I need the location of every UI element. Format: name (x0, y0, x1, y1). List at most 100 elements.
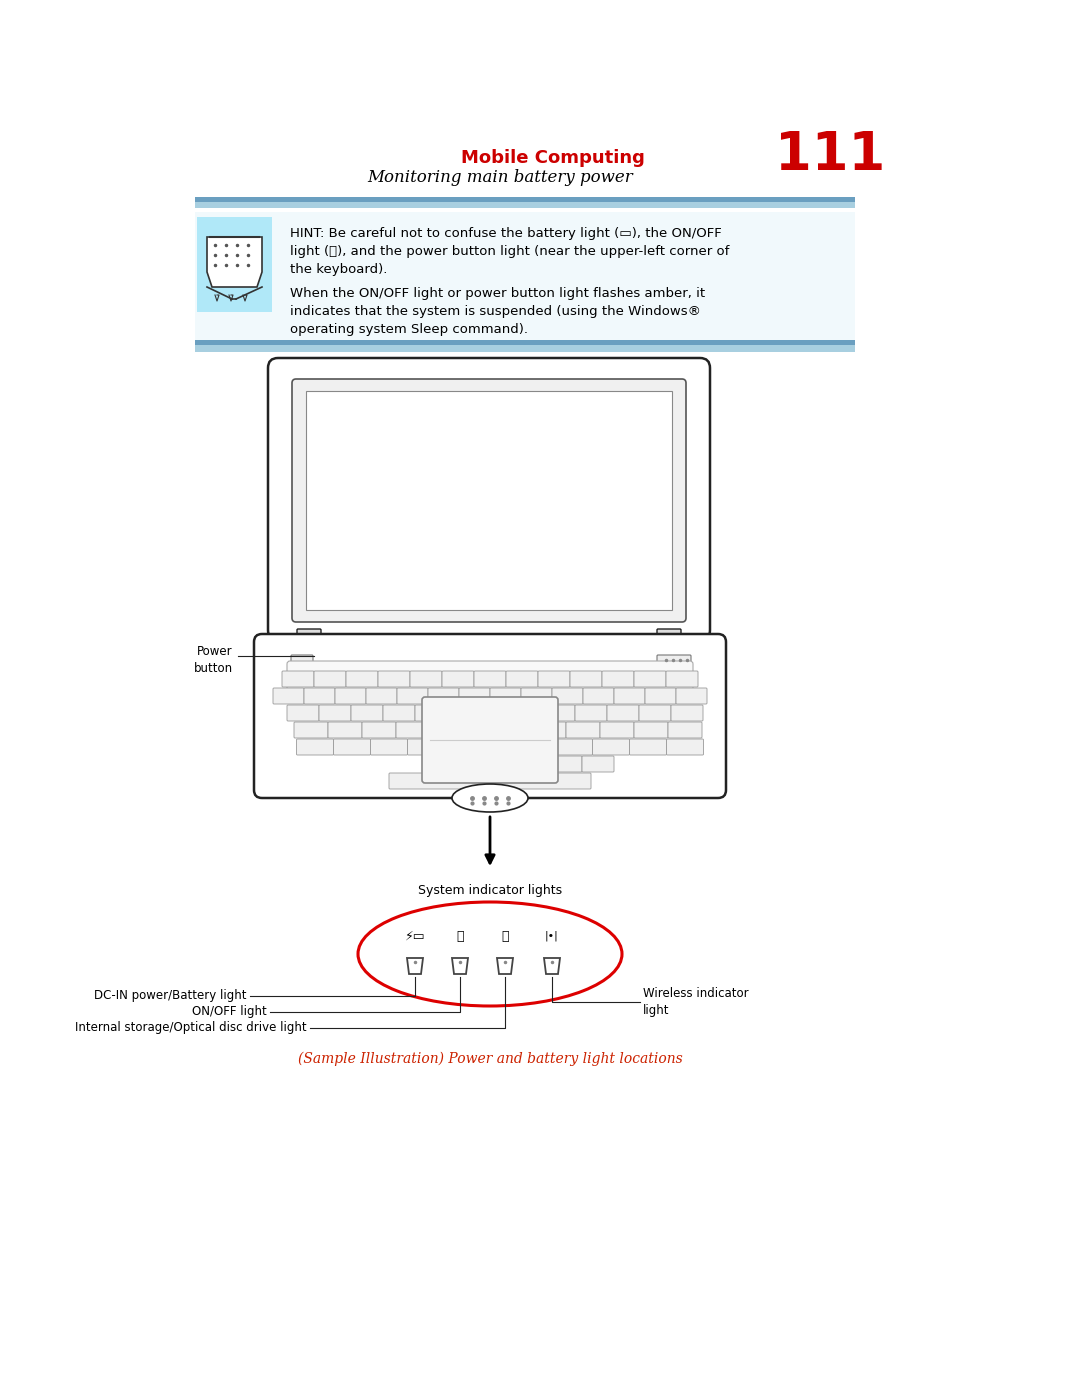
FancyBboxPatch shape (639, 705, 671, 721)
FancyBboxPatch shape (410, 671, 442, 687)
FancyBboxPatch shape (346, 671, 378, 687)
FancyBboxPatch shape (521, 687, 552, 704)
Text: Monitoring main battery power: Monitoring main battery power (367, 169, 633, 187)
FancyBboxPatch shape (593, 739, 630, 754)
FancyBboxPatch shape (351, 705, 383, 721)
FancyBboxPatch shape (303, 687, 335, 704)
FancyBboxPatch shape (273, 687, 303, 704)
Bar (197, 217, 272, 312)
FancyBboxPatch shape (397, 687, 428, 704)
Bar (195, 339, 855, 345)
FancyBboxPatch shape (486, 756, 518, 773)
FancyBboxPatch shape (566, 722, 600, 738)
FancyBboxPatch shape (657, 655, 691, 665)
FancyBboxPatch shape (328, 722, 362, 738)
FancyBboxPatch shape (555, 739, 593, 754)
FancyBboxPatch shape (669, 722, 702, 738)
FancyBboxPatch shape (532, 722, 566, 738)
Polygon shape (453, 958, 468, 974)
FancyBboxPatch shape (666, 739, 703, 754)
FancyBboxPatch shape (583, 687, 615, 704)
FancyBboxPatch shape (291, 655, 313, 665)
Text: 111: 111 (774, 129, 886, 182)
FancyBboxPatch shape (297, 629, 321, 645)
FancyBboxPatch shape (428, 687, 459, 704)
FancyBboxPatch shape (582, 756, 615, 773)
FancyBboxPatch shape (383, 705, 415, 721)
Text: When the ON/OFF light or power button light flashes amber, it
indicates that the: When the ON/OFF light or power button li… (291, 286, 705, 337)
FancyBboxPatch shape (422, 697, 558, 782)
FancyBboxPatch shape (600, 722, 634, 738)
FancyBboxPatch shape (292, 379, 686, 622)
Bar (195, 197, 855, 203)
Bar (195, 203, 855, 208)
Bar (306, 391, 672, 610)
Text: Wireless indicator
light: Wireless indicator light (643, 988, 748, 1017)
FancyBboxPatch shape (671, 705, 703, 721)
FancyBboxPatch shape (464, 722, 498, 738)
Text: ON/OFF light: ON/OFF light (192, 1006, 267, 1018)
Polygon shape (497, 958, 513, 974)
FancyBboxPatch shape (550, 756, 582, 773)
FancyBboxPatch shape (498, 722, 532, 738)
FancyBboxPatch shape (297, 739, 334, 754)
Text: |•|: |•| (545, 930, 558, 942)
FancyBboxPatch shape (334, 739, 370, 754)
FancyBboxPatch shape (415, 705, 447, 721)
Bar (195, 345, 855, 352)
FancyBboxPatch shape (645, 687, 676, 704)
FancyBboxPatch shape (445, 739, 482, 754)
FancyBboxPatch shape (657, 629, 681, 645)
FancyBboxPatch shape (630, 739, 666, 754)
FancyBboxPatch shape (507, 671, 538, 687)
Text: System indicator lights: System indicator lights (418, 884, 562, 897)
FancyBboxPatch shape (282, 671, 314, 687)
Text: HINT: Be careful not to confuse the battery light (▭), the ON/OFF
light (⏻), and: HINT: Be careful not to confuse the batt… (291, 226, 729, 277)
FancyBboxPatch shape (474, 671, 507, 687)
FancyBboxPatch shape (666, 671, 698, 687)
FancyBboxPatch shape (268, 358, 710, 640)
FancyBboxPatch shape (607, 705, 639, 721)
FancyBboxPatch shape (335, 687, 366, 704)
FancyBboxPatch shape (518, 739, 555, 754)
FancyBboxPatch shape (389, 773, 591, 789)
FancyBboxPatch shape (447, 705, 480, 721)
Polygon shape (544, 958, 561, 974)
FancyBboxPatch shape (552, 687, 583, 704)
FancyBboxPatch shape (396, 722, 430, 738)
FancyBboxPatch shape (570, 671, 602, 687)
FancyBboxPatch shape (378, 671, 410, 687)
Bar (195, 212, 855, 339)
FancyBboxPatch shape (254, 634, 726, 798)
FancyBboxPatch shape (543, 705, 575, 721)
FancyBboxPatch shape (482, 739, 518, 754)
FancyBboxPatch shape (480, 705, 511, 721)
FancyBboxPatch shape (370, 739, 407, 754)
Text: Mobile Computing: Mobile Computing (461, 149, 645, 168)
FancyBboxPatch shape (634, 671, 666, 687)
FancyBboxPatch shape (490, 687, 521, 704)
Text: Power
button: Power button (194, 645, 233, 675)
FancyBboxPatch shape (634, 722, 669, 738)
FancyBboxPatch shape (319, 705, 351, 721)
FancyBboxPatch shape (287, 705, 319, 721)
FancyBboxPatch shape (287, 661, 693, 698)
FancyBboxPatch shape (518, 756, 550, 773)
FancyBboxPatch shape (511, 705, 543, 721)
FancyBboxPatch shape (366, 687, 397, 704)
FancyBboxPatch shape (538, 671, 570, 687)
FancyBboxPatch shape (294, 722, 328, 738)
Text: Internal storage/Optical disc drive light: Internal storage/Optical disc drive ligh… (76, 1021, 307, 1035)
Text: (Sample Illustration) Power and battery light locations: (Sample Illustration) Power and battery … (298, 1052, 683, 1066)
Polygon shape (207, 237, 262, 286)
Text: ⚡▭: ⚡▭ (405, 929, 426, 943)
FancyBboxPatch shape (459, 687, 490, 704)
FancyBboxPatch shape (676, 687, 707, 704)
Text: DC-IN power/Battery light: DC-IN power/Battery light (95, 989, 247, 1003)
FancyBboxPatch shape (442, 671, 474, 687)
FancyBboxPatch shape (602, 671, 634, 687)
Text: ⏻: ⏻ (456, 929, 463, 943)
FancyBboxPatch shape (615, 687, 645, 704)
FancyBboxPatch shape (430, 722, 464, 738)
Text: ⧖: ⧖ (501, 929, 509, 943)
